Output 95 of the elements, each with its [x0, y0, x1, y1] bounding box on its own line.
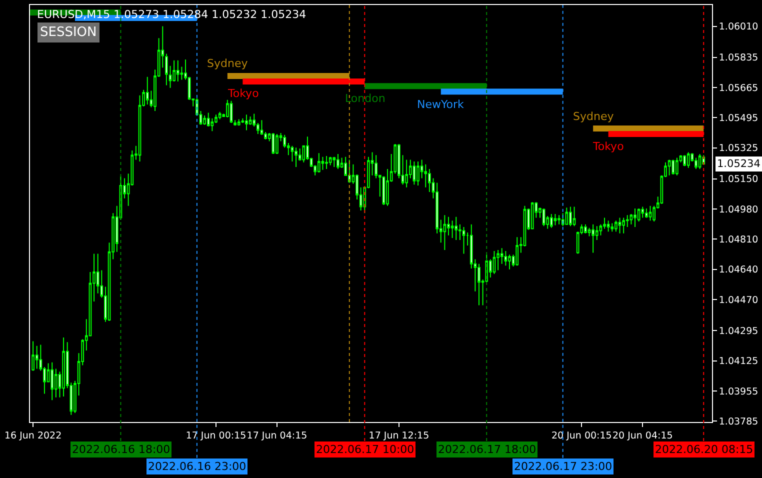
candlestick [321, 156, 324, 170]
y-tick-label: 1.05150 [718, 174, 758, 186]
candlestick [50, 362, 54, 401]
candlestick [478, 263, 480, 306]
candlestick [610, 222, 614, 232]
candlestick [508, 254, 511, 270]
candlestick [606, 220, 610, 232]
candlestick [550, 214, 553, 228]
ref-line-label: 2022.06.16 18:00 [72, 443, 170, 456]
candlestick [146, 76, 149, 106]
candlestick [572, 206, 576, 227]
candlestick [569, 206, 572, 227]
y-tick-label: 1.03785 [718, 416, 758, 428]
candlestick [218, 111, 222, 120]
candlestick [272, 132, 275, 155]
candlestick [424, 164, 428, 188]
candlestick [332, 156, 336, 168]
series-label: NewYork [417, 98, 465, 111]
candlestick [412, 161, 416, 186]
y-tick-label: 1.05665 [718, 82, 758, 94]
y-tick-label: 1.04125 [718, 356, 758, 368]
series-label: Sydney [573, 110, 614, 123]
candlestick [328, 156, 332, 166]
annotation: SESSION [40, 25, 97, 40]
candlestick [317, 152, 320, 174]
candlestick [554, 214, 557, 226]
candlestick [492, 250, 496, 275]
candlestick [35, 345, 38, 370]
candlestick [405, 159, 408, 188]
candlestick [672, 159, 675, 175]
candlestick [614, 220, 618, 232]
candlestick [294, 147, 298, 168]
candlestick [245, 114, 248, 131]
y-tick-label: 1.03955 [718, 386, 758, 398]
x-tick-label: 17 Jun 00:15 [186, 430, 246, 442]
candlestick [686, 152, 690, 168]
candlestick [62, 337, 65, 397]
candlestick [206, 112, 210, 128]
candlestick [504, 250, 508, 266]
candlestick [450, 220, 454, 238]
candlestick [565, 207, 568, 225]
y-tick-label: 1.04470 [718, 294, 758, 306]
candlestick [622, 217, 626, 234]
candlestick [516, 236, 519, 266]
candlestick [462, 226, 466, 254]
candlestick [454, 216, 458, 240]
series-label: Tokyo [592, 140, 624, 153]
candlestick [698, 154, 702, 170]
candlestick [683, 154, 686, 167]
series-label: Sydney [207, 57, 248, 70]
ref-line-label: 2022.06.20 08:15 [655, 443, 754, 456]
candlestick [558, 214, 560, 225]
y-tick-label: 1.04640 [718, 264, 758, 276]
y-tick-label: 1.04295 [718, 326, 758, 337]
candlestick [618, 217, 622, 234]
x-tick-label: 17 Jun 04:15 [246, 430, 308, 442]
x-tick-label: 20 Jun 00:15 [551, 430, 612, 442]
candlestick [32, 340, 34, 372]
y-tick-label: 1.04810 [718, 234, 758, 246]
candlestick [530, 202, 534, 230]
candlestick [416, 161, 420, 186]
candlestick [645, 208, 648, 218]
candlestick [592, 224, 595, 254]
x-tick-label: 16 Jun 2022 [4, 430, 62, 442]
y-tick-label: 1.06010 [718, 22, 758, 33]
series-label: Tokyo [227, 87, 260, 100]
candlestick [325, 156, 328, 170]
y-tick-label: 1.05835 [718, 52, 758, 64]
candlestick [260, 120, 264, 136]
candlestick [176, 60, 180, 82]
candlestick [694, 157, 698, 170]
y-tick-label: 1.05325 [718, 143, 758, 154]
candlestick [675, 157, 678, 176]
candlestick [668, 159, 671, 176]
candlestick [496, 250, 500, 271]
candlestick [443, 214, 446, 251]
candlestick [641, 206, 644, 218]
x-tick-label: 17 Jun 12:15 [368, 430, 430, 442]
candlestick [584, 224, 587, 234]
ref-line-label: 2022.06.17 18:00 [438, 443, 536, 456]
ref-line-label: 2022.06.17 10:00 [316, 443, 414, 456]
y-tick-label: 1.05495 [718, 113, 758, 124]
candlestick [276, 134, 278, 155]
candlestick [648, 205, 652, 222]
candlestick [634, 208, 636, 228]
candlestick [237, 118, 240, 126]
series-label: London [345, 92, 386, 105]
text: 1.05234 [717, 158, 761, 170]
ref-line-label: 2022.06.17 23:00 [514, 460, 612, 473]
candlestick [203, 115, 206, 126]
ref-line-label: 2022.06.16 23:00 [148, 460, 246, 473]
candlestick [336, 154, 340, 170]
candlestick [230, 100, 233, 124]
x-tick-label: 20 Jun 04:15 [612, 430, 673, 442]
y-tick-label: 1.04980 [718, 204, 758, 216]
